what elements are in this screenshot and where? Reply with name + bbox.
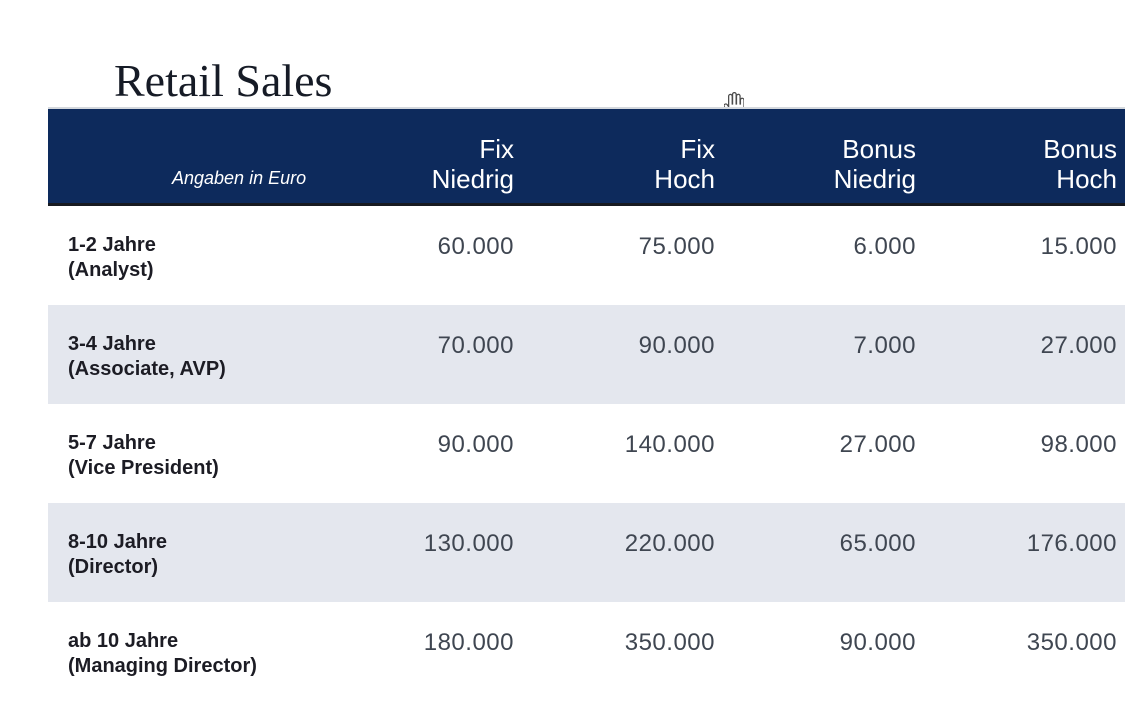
page-title: Retail Sales xyxy=(114,54,333,106)
table-corner-cell: Angaben in Euro xyxy=(48,109,313,203)
value-cell: 130.000 xyxy=(423,530,514,557)
row-label: 1-2 Jahre (Analyst) xyxy=(68,234,156,281)
unit-note: Angaben in Euro xyxy=(172,168,307,188)
value-cell: 27.000 xyxy=(839,431,916,458)
table-row: ab 10 Jahre (Managing Director) 180.000 … xyxy=(48,602,1125,701)
table-header-row: Angaben in Euro Fix Niedrig Fix Hoch Bon… xyxy=(48,109,1125,206)
value-cell: 220.000 xyxy=(624,530,715,557)
value-cell: 176.000 xyxy=(1026,530,1117,557)
row-label: 3-4 Jahre (Associate, AVP) xyxy=(68,333,226,380)
value-cell: 90.000 xyxy=(638,332,715,359)
value-cell: 350.000 xyxy=(624,629,715,656)
value-cell: 180.000 xyxy=(423,629,514,656)
salary-table: Angaben in Euro Fix Niedrig Fix Hoch Bon… xyxy=(48,107,1125,701)
column-header-fix-hoch: Fix Hoch xyxy=(654,134,715,194)
table-row: 5-7 Jahre (Vice President) 90.000 140.00… xyxy=(48,404,1125,503)
table-row: 1-2 Jahre (Analyst) 60.000 75.000 6.000 … xyxy=(48,206,1125,305)
table-row: 3-4 Jahre (Associate, AVP) 70.000 90.000… xyxy=(48,305,1125,404)
value-cell: 27.000 xyxy=(1040,332,1117,359)
column-header-fix-niedrig: Fix Niedrig xyxy=(431,134,514,194)
value-cell: 140.000 xyxy=(624,431,715,458)
value-cell: 7.000 xyxy=(853,332,916,359)
row-label: 5-7 Jahre (Vice President) xyxy=(68,432,219,479)
value-cell: 75.000 xyxy=(638,233,715,260)
value-cell: 6.000 xyxy=(853,233,916,260)
value-cell: 98.000 xyxy=(1040,431,1117,458)
value-cell: 60.000 xyxy=(437,233,514,260)
table-row: 8-10 Jahre (Director) 130.000 220.000 65… xyxy=(48,503,1125,602)
value-cell: 90.000 xyxy=(437,431,514,458)
row-label: ab 10 Jahre (Managing Director) xyxy=(68,630,257,677)
value-cell: 70.000 xyxy=(437,332,514,359)
value-cell: 65.000 xyxy=(839,530,916,557)
value-cell: 15.000 xyxy=(1040,233,1117,260)
column-header-bonus-niedrig: Bonus Niedrig xyxy=(833,134,916,194)
value-cell: 350.000 xyxy=(1026,629,1117,656)
value-cell: 90.000 xyxy=(839,629,916,656)
column-header-bonus-hoch: Bonus Hoch xyxy=(1043,134,1117,194)
row-label: 8-10 Jahre (Director) xyxy=(68,531,167,578)
